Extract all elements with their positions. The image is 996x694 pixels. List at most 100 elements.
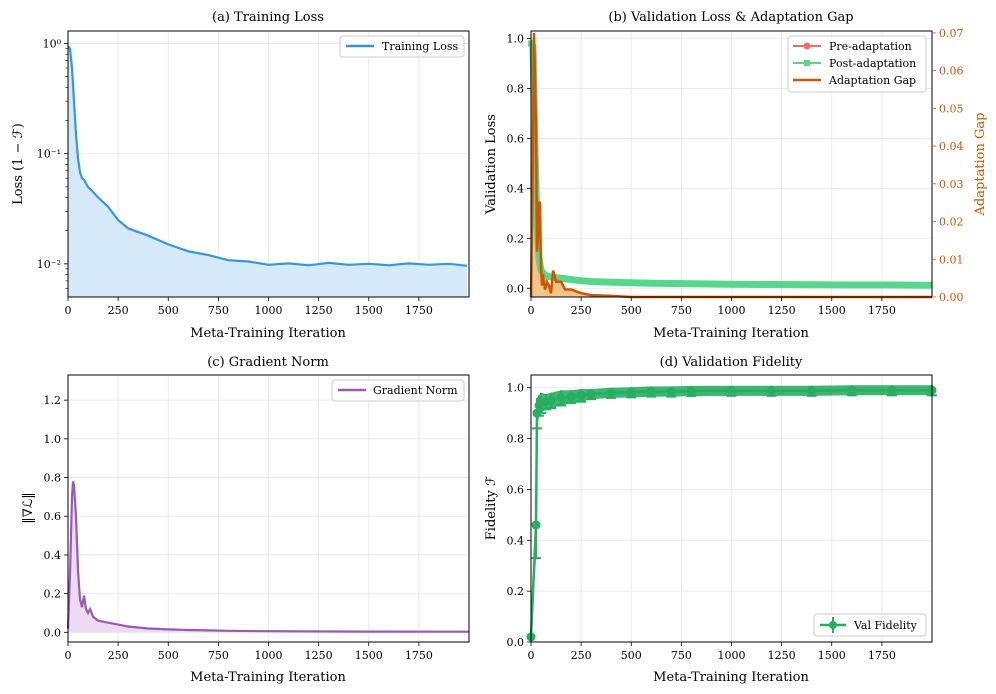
legend-label-gradient-norm: Gradient Norm xyxy=(373,384,458,397)
xtick-label-c: 1500 xyxy=(355,649,383,662)
post-adaptation-marker xyxy=(543,272,550,279)
legend-box-d xyxy=(813,613,927,637)
post-adaptation-marker xyxy=(536,255,543,262)
ytick-label-d: 0.4 xyxy=(507,534,525,547)
ylabel-b: Validation Loss xyxy=(484,114,499,215)
panel-validation-loss: (b) Validation Loss & Adaptation Gap 0 25… xyxy=(484,10,988,341)
val-fidelity-point xyxy=(727,386,736,396)
ytick-label-a: 10⁰ xyxy=(43,38,62,51)
ytick-right-label-b: 0.01 xyxy=(939,253,964,266)
ylabel-c: ‖∇ℒ‖ xyxy=(21,492,36,523)
ytick-label-c: 0.6 xyxy=(44,510,62,523)
xtick-label-c: 0 xyxy=(65,649,72,662)
xlabel-c: Meta-Training Iteration xyxy=(190,670,346,685)
val-fidelity-point xyxy=(586,389,596,399)
adaptation-gap-line xyxy=(529,32,932,299)
xtick-label-a: 1500 xyxy=(355,304,383,317)
title-a: (a) Training Loss xyxy=(212,10,324,25)
val-fidelity-point xyxy=(646,387,656,397)
legend-label-gap: Adaptation Gap xyxy=(828,74,916,87)
legend-d: Val Fidelity xyxy=(813,613,927,637)
ytick-right-label-b: 0.06 xyxy=(939,65,964,78)
legend-label-post: Post-adaptation xyxy=(829,57,916,70)
val-fidelity-point xyxy=(847,385,857,395)
xtick-label-d: 1250 xyxy=(768,649,796,662)
val-fidelity-point xyxy=(576,390,586,400)
xtick-label-d: 500 xyxy=(621,649,642,662)
val-fidelity-point xyxy=(532,408,542,418)
val-fidelity-point xyxy=(546,395,556,405)
val-fidelity-point xyxy=(686,386,696,396)
ytick-label-c: 0.0 xyxy=(44,626,62,639)
post-adaptation-line xyxy=(528,41,933,289)
xlabel-b: Meta-Training Iteration xyxy=(653,326,809,341)
ytick-right-label-b: 0.07 xyxy=(939,27,964,40)
xtick-label-a: 0 xyxy=(65,304,72,317)
xtick-label-b: 500 xyxy=(621,304,642,317)
xtick-label-d: 1000 xyxy=(718,649,746,662)
val-fidelity-point xyxy=(666,387,676,397)
legend-label-pre: Pre-adaptation xyxy=(829,40,912,53)
xtick-label-b: 1500 xyxy=(818,304,846,317)
val-fidelity-point xyxy=(767,386,777,396)
xtick-label-a: 1000 xyxy=(255,304,283,317)
ytick-label-a: 10⁻¹ xyxy=(37,148,61,161)
xtick-label-a: 500 xyxy=(158,304,179,317)
ytick-label-a: 10⁻² xyxy=(37,258,61,271)
xtick-label-a: 750 xyxy=(208,304,229,317)
ytick-label-b: 0.2 xyxy=(507,232,525,245)
ylabel-right-b: Adaptation Gap xyxy=(973,113,988,217)
legend-box-a xyxy=(339,35,465,58)
panel-gradient-norm: (c) Gradient Norm 0 250 500 750 1000 1250 1500… xyxy=(21,355,470,685)
ytick-label-d: 0.6 xyxy=(507,483,525,496)
xtick-label-a: 1250 xyxy=(305,304,333,317)
xtick-label-c: 250 xyxy=(108,649,129,662)
ytick-label-c: 0.2 xyxy=(44,588,62,601)
xtick-label-b: 1750 xyxy=(868,304,896,317)
legend-box-b xyxy=(787,35,927,93)
legend-marker-post xyxy=(804,60,810,66)
ytick-label-c: 0.8 xyxy=(44,472,62,485)
ytick-right-label-b: 0.04 xyxy=(939,140,964,153)
ytick-label-b: 0.0 xyxy=(507,282,525,295)
title-c: (c) Gradient Norm xyxy=(207,355,329,370)
xtick-label-a: 250 xyxy=(108,304,129,317)
ytick-label-d: 0.2 xyxy=(507,585,525,598)
val-fidelity-point xyxy=(566,392,576,402)
xtick-label-d: 1750 xyxy=(868,649,896,662)
ytick-label-b: 0.8 xyxy=(507,82,525,95)
title-b: (b) Validation Loss & Adaptation Gap xyxy=(608,10,853,25)
xtick-label-b: 0 xyxy=(528,304,535,317)
val-fidelity-point xyxy=(626,387,636,397)
xlabel-a: Meta-Training Iteration xyxy=(190,326,346,341)
xtick-label-c: 1750 xyxy=(405,649,433,662)
ytick-label-d: 1.0 xyxy=(507,382,525,395)
val-fidelity-point xyxy=(531,520,541,530)
ytick-label-b: 0.6 xyxy=(507,132,525,145)
ytick-label-c: 0.4 xyxy=(44,549,62,562)
xtick-label-d: 0 xyxy=(528,649,535,662)
legend-c: Gradient Norm xyxy=(331,379,465,402)
xlabel-d: Meta-Training Iteration xyxy=(653,670,809,685)
legend-a: Training Loss xyxy=(339,35,465,58)
ytick-right-label-b: 0.02 xyxy=(939,216,964,229)
ytick-right-label-b: 0.05 xyxy=(939,102,964,115)
ytick-right-label-b: 0.00 xyxy=(939,291,964,304)
post-adaptation-marker xyxy=(578,277,585,284)
xtick-label-b: 250 xyxy=(571,304,592,317)
xtick-label-a: 1750 xyxy=(405,304,433,317)
ylabel-a: Loss (1 − ℱ) xyxy=(11,123,26,205)
xtick-label-d: 750 xyxy=(671,649,692,662)
ytick-right-label-b: 0.03 xyxy=(939,178,964,191)
xtick-label-b: 750 xyxy=(671,304,692,317)
legend-marker-pre xyxy=(803,42,811,50)
val-fidelity-point xyxy=(556,393,566,403)
training-loss-line xyxy=(67,45,468,267)
xtick-label-c: 1250 xyxy=(305,649,333,662)
panel-training-loss: (a) Training Loss 0 250 500 750 1000 1250 1500… xyxy=(11,10,470,341)
xtick-label-c: 1000 xyxy=(255,649,283,662)
val-fidelity-point xyxy=(606,388,616,398)
val-fidelity-point xyxy=(807,386,817,396)
post-adaptation-marker xyxy=(558,275,565,282)
